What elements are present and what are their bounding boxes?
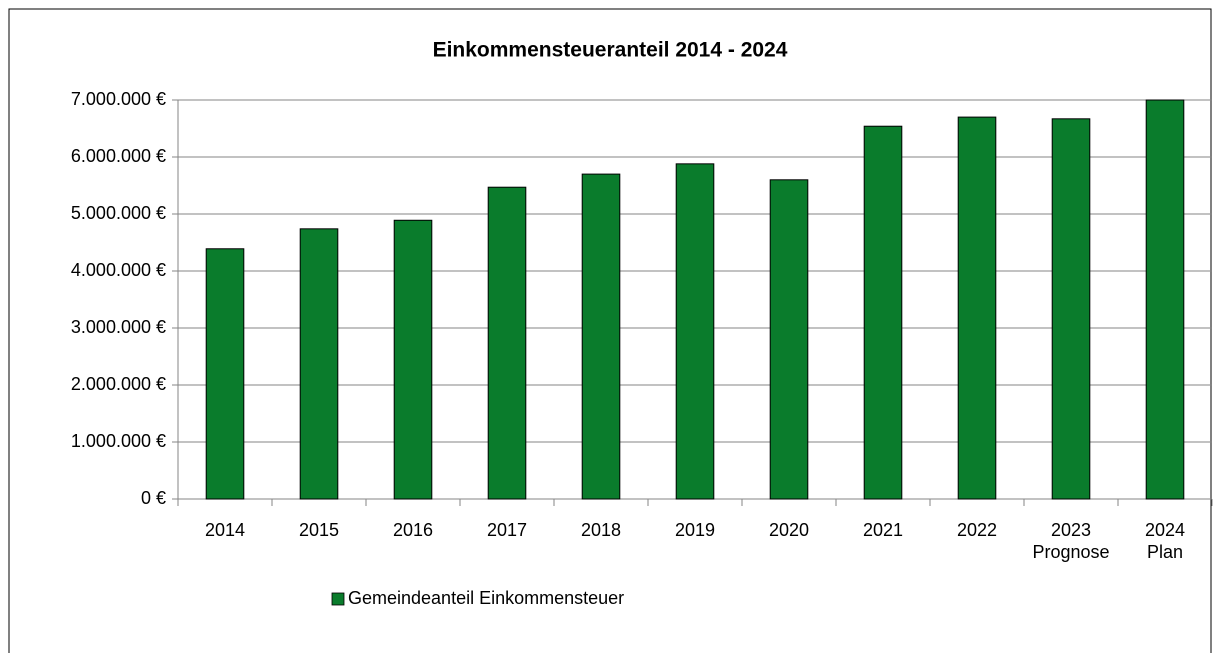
legend-swatch (331, 592, 345, 606)
x-tick-label: 2022 (956, 520, 998, 540)
y-tick-label: 1.000.000 € (71, 431, 166, 451)
y-tick-label: 5.000.000 € (71, 203, 166, 223)
bar (957, 116, 997, 500)
bar (487, 186, 527, 500)
bar (1051, 118, 1091, 500)
x-tick-label: 2024 Plan (1144, 520, 1186, 562)
x-tick-label: 2020 (768, 520, 810, 540)
bar (1145, 99, 1185, 500)
x-tick-label: 2023 Prognose (1032, 520, 1110, 562)
legend-label: Gemeindeanteil Einkommensteuer (348, 588, 624, 608)
y-tick-label: 3.000.000 € (71, 317, 166, 337)
x-tick-label: 2019 (674, 520, 716, 540)
y-tick-label: 6.000.000 € (71, 146, 166, 166)
y-tick-label: 4.000.000 € (71, 260, 166, 280)
x-tick-label: 2014 (204, 520, 246, 540)
x-tick-label: 2015 (298, 520, 340, 540)
x-tick-label: 2021 (862, 520, 904, 540)
y-tick-label: 2.000.000 € (71, 374, 166, 394)
bar (863, 125, 903, 500)
bar (581, 173, 621, 500)
bar (205, 248, 245, 500)
chart-title: Einkommensteueranteil 2014 - 2024 (433, 39, 788, 62)
x-tick-label: 2016 (392, 520, 434, 540)
x-tick-label: 2017 (486, 520, 528, 540)
bar (299, 228, 339, 500)
bar (675, 163, 715, 500)
y-tick-label: 0 € (141, 488, 166, 508)
y-tick-label: 7.000.000 € (71, 89, 166, 109)
x-tick-label: 2018 (580, 520, 622, 540)
bar (393, 219, 433, 500)
bar (769, 179, 809, 500)
